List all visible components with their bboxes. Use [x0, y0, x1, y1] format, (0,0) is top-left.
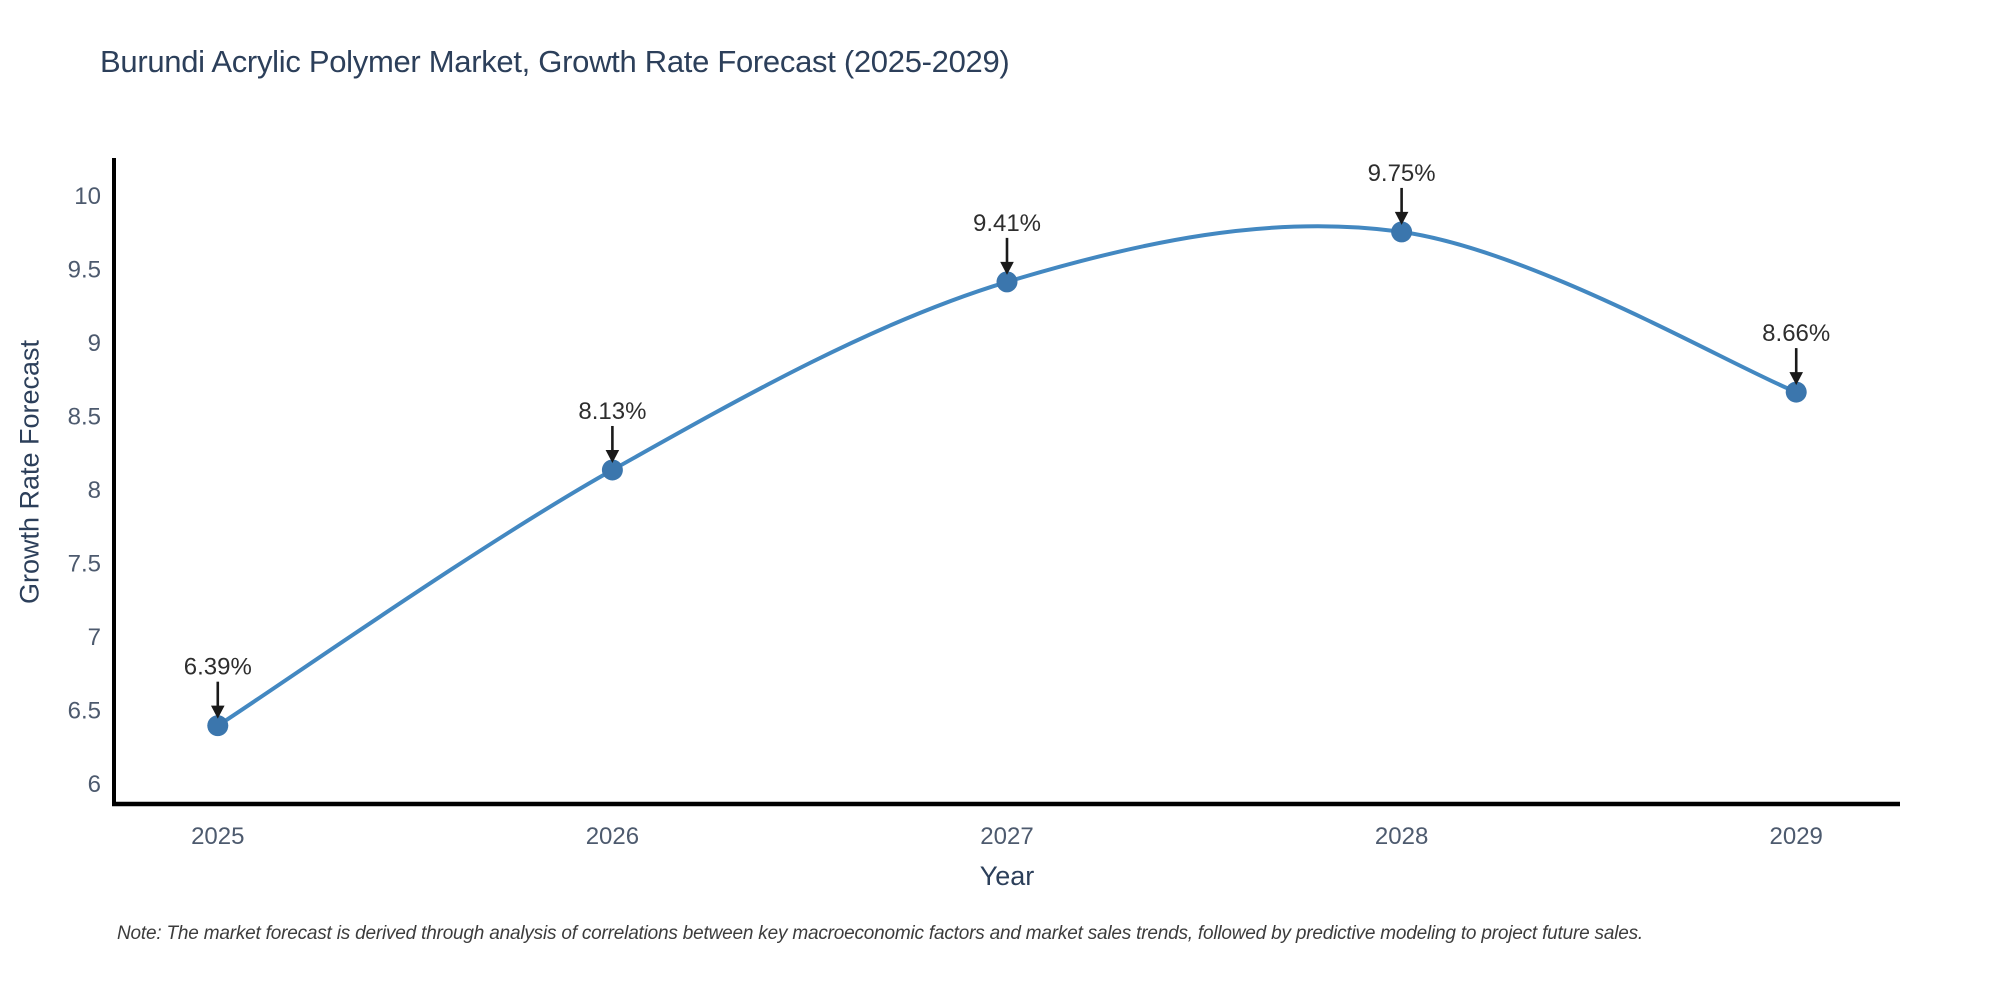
data-point-marker — [601, 459, 623, 481]
x-axis-title: Year — [979, 861, 1035, 891]
data-point-label: 8.13% — [578, 398, 646, 425]
data-point-marker — [996, 271, 1018, 293]
y-tick-label: 8 — [88, 477, 101, 504]
annotation-arrowhead-icon — [605, 449, 620, 463]
y-tick-label: 9 — [88, 330, 101, 357]
data-point-label: 6.39% — [184, 654, 252, 681]
y-tick-label: 7 — [88, 624, 101, 651]
y-tick-label: 8.5 — [68, 404, 101, 431]
x-tick-label: 2029 — [1770, 823, 1823, 850]
data-point-label: 9.41% — [973, 210, 1041, 237]
data-point-label: 8.66% — [1762, 320, 1830, 347]
data-point-label: 9.75% — [1368, 160, 1436, 187]
y-tick-label: 7.5 — [68, 551, 101, 578]
annotation-arrowhead-icon — [1000, 261, 1014, 275]
x-tick-label: 2028 — [1375, 823, 1428, 850]
y-tick-label: 6.5 — [68, 698, 101, 725]
x-tick-label: 2027 — [980, 823, 1033, 850]
x-tick-label: 2025 — [191, 823, 244, 850]
y-tick-label: 10 — [74, 183, 101, 210]
data-point-marker — [1785, 381, 1807, 403]
annotation-arrowhead-icon — [210, 705, 225, 719]
y-tick-label: 9.5 — [68, 257, 101, 284]
y-tick-label: 6 — [88, 771, 101, 798]
annotation-arrowhead-icon — [1394, 211, 1409, 225]
data-point-marker — [1391, 221, 1413, 243]
forecast-line — [215, 224, 1799, 728]
x-tick-label: 2026 — [586, 823, 639, 850]
data-point-marker — [207, 715, 229, 737]
chart-title: Burundi Acrylic Polymer Market, Growth R… — [100, 44, 1010, 79]
annotation-arrowhead-icon — [1789, 372, 1804, 386]
footnote: Note: The market forecast is derived thr… — [117, 923, 1643, 944]
